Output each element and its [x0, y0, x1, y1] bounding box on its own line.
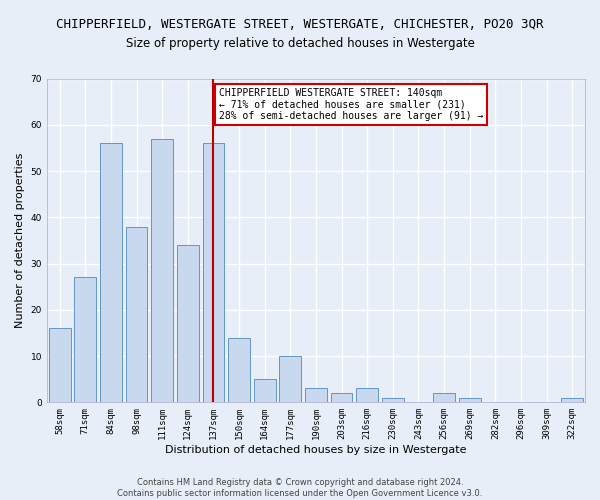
Bar [305, 388, 327, 402]
Text: CHIPPERFIELD WESTERGATE STREET: 140sqm
← 71% of detached houses are smaller (231: CHIPPERFIELD WESTERGATE STREET: 140sqm ←… [219, 88, 484, 122]
Bar [126, 226, 148, 402]
Bar [459, 398, 481, 402]
Bar [49, 328, 71, 402]
Bar [356, 388, 378, 402]
Text: Size of property relative to detached houses in Westergate: Size of property relative to detached ho… [125, 38, 475, 51]
Bar [331, 393, 352, 402]
X-axis label: Distribution of detached houses by size in Westergate: Distribution of detached houses by size … [165, 445, 467, 455]
Bar [74, 278, 96, 402]
Y-axis label: Number of detached properties: Number of detached properties [15, 152, 25, 328]
Bar [228, 338, 250, 402]
Text: Contains HM Land Registry data © Crown copyright and database right 2024.
Contai: Contains HM Land Registry data © Crown c… [118, 478, 482, 498]
Bar [203, 144, 224, 402]
Bar [382, 398, 404, 402]
Bar [561, 398, 583, 402]
Bar [254, 379, 275, 402]
Bar [177, 245, 199, 402]
Bar [280, 356, 301, 403]
Bar [433, 393, 455, 402]
Bar [151, 138, 173, 402]
Bar [100, 144, 122, 402]
Text: CHIPPERFIELD, WESTERGATE STREET, WESTERGATE, CHICHESTER, PO20 3QR: CHIPPERFIELD, WESTERGATE STREET, WESTERG… [56, 18, 544, 30]
